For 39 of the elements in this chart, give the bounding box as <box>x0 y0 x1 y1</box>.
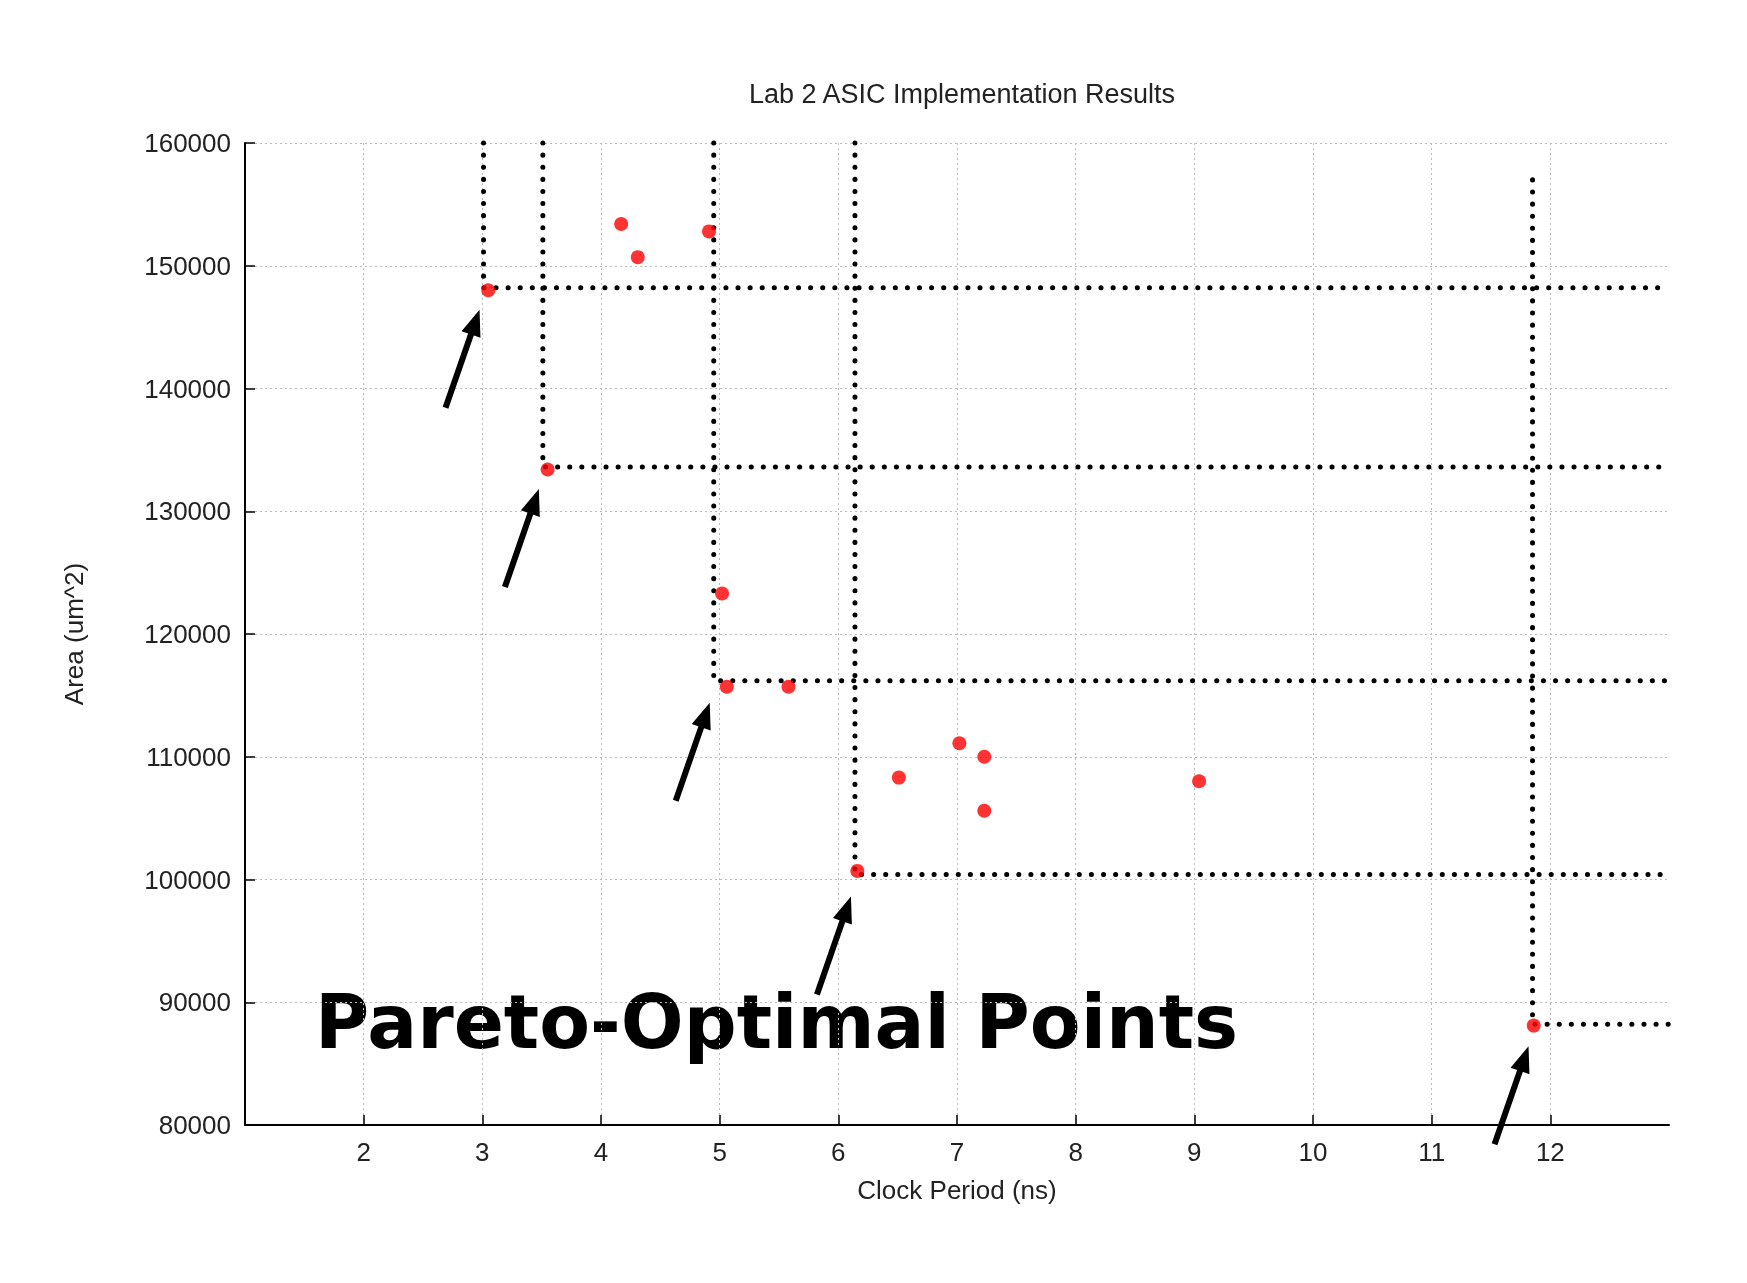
y-tick-label: 160000 <box>144 128 231 158</box>
x-tick-label: 12 <box>1535 1137 1565 1167</box>
point <box>781 679 796 694</box>
x-tick-label: 9 <box>1187 1137 1202 1167</box>
y-tick-label: 110000 <box>146 741 231 772</box>
x-tick-label: 4 <box>593 1137 609 1167</box>
x-tick-label: 6 <box>831 1137 846 1167</box>
x-tick-label: 5 <box>712 1137 727 1167</box>
y-tick-label: 80000 <box>158 1110 231 1140</box>
annotation: Pareto-Optimal Points <box>315 979 1239 1065</box>
point <box>850 863 865 878</box>
point <box>630 250 645 265</box>
y-tick-label: 120000 <box>144 619 231 649</box>
point <box>977 749 992 764</box>
point <box>1526 1018 1541 1033</box>
y-tick-label: 90000 <box>158 987 231 1018</box>
chart-title: Lab 2 ASIC Implementation Results <box>748 78 1176 109</box>
point <box>614 217 629 232</box>
y-tick-label: 100000 <box>144 864 231 895</box>
point <box>481 283 496 298</box>
point <box>540 462 555 477</box>
x-tick-label: 10 <box>1298 1137 1328 1167</box>
point <box>715 586 730 601</box>
point <box>977 803 992 818</box>
x-tick-label: 2 <box>356 1137 371 1167</box>
x-axis-title: Clock Period (ns) <box>857 1175 1057 1205</box>
x-tick-label: 8 <box>1068 1137 1083 1167</box>
point <box>719 679 734 694</box>
y-tick-label: 140000 <box>144 373 231 404</box>
y-tick-label: 130000 <box>144 496 231 527</box>
point <box>702 224 716 239</box>
y-axis-title: Area (um^2) <box>59 562 89 706</box>
point <box>1192 774 1207 789</box>
x-tick-label: 7 <box>949 1137 965 1167</box>
point <box>891 770 906 785</box>
point <box>952 736 967 751</box>
x-tick-label: 11 <box>1418 1137 1446 1167</box>
y-tick-label: 150000 <box>144 250 231 281</box>
x-tick-label: 3 <box>475 1137 490 1167</box>
